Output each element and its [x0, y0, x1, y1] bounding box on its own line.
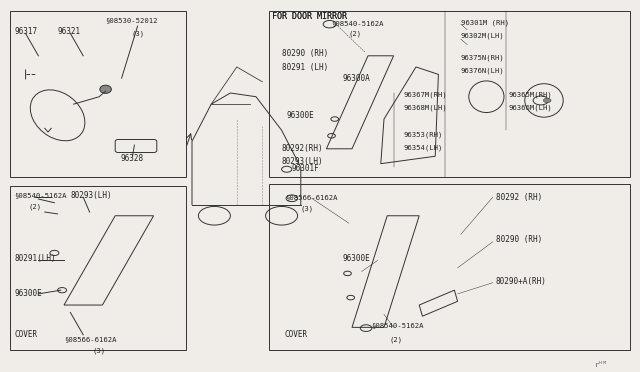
Text: 80292 (RH): 80292 (RH) [496, 193, 542, 202]
Text: COVER: COVER [285, 330, 308, 339]
Text: §08540-5162A: §08540-5162A [371, 323, 424, 328]
Text: 96300A: 96300A [342, 74, 370, 83]
Text: FOR DOOR MIRROR: FOR DOOR MIRROR [272, 12, 347, 21]
Text: 96366M(LH): 96366M(LH) [509, 105, 552, 111]
Text: 96368M(LH): 96368M(LH) [403, 105, 447, 111]
Bar [10, 11, 186, 177]
Text: 80291(LH): 80291(LH) [14, 254, 56, 263]
Text: 96301M (RH): 96301M (RH) [461, 19, 509, 26]
Text: §08566-6162A: §08566-6162A [285, 194, 337, 200]
Text: (2): (2) [389, 336, 403, 343]
Text: 80290 (RH): 80290 (RH) [282, 49, 328, 58]
Text: (3): (3) [131, 30, 145, 37]
Text: 96317: 96317 [15, 27, 38, 36]
Text: §08540-5162A: §08540-5162A [332, 20, 384, 26]
Text: 80291 (LH): 80291 (LH) [282, 63, 328, 72]
Text: 96300E: 96300E [14, 289, 42, 298]
Text: 96321: 96321 [58, 27, 81, 36]
Text: 96302M(LH): 96302M(LH) [461, 32, 504, 39]
Circle shape [543, 98, 551, 103]
Text: rᴴᴹ: rᴴᴹ [595, 362, 608, 368]
Bar [269, 184, 630, 350]
Text: 80293(LH): 80293(LH) [282, 157, 323, 166]
Text: (2): (2) [349, 31, 362, 38]
Bar [10, 186, 186, 350]
Bar [269, 11, 630, 177]
Text: 96353(RH): 96353(RH) [403, 131, 443, 138]
Text: §08530-52012: §08530-52012 [106, 17, 158, 23]
Text: (3): (3) [93, 347, 106, 354]
Ellipse shape [100, 85, 111, 93]
Text: (2): (2) [29, 203, 42, 210]
Text: 80292(RH): 80292(RH) [282, 144, 323, 153]
Text: (3): (3) [301, 205, 314, 212]
Text: 96354(LH): 96354(LH) [403, 144, 443, 151]
Text: 96365M(RH): 96365M(RH) [509, 92, 552, 98]
Text: 96375N(RH): 96375N(RH) [461, 54, 504, 61]
Text: 96367M(RH): 96367M(RH) [403, 92, 447, 98]
Text: COVER: COVER [14, 330, 37, 339]
Text: 80290 (RH): 80290 (RH) [496, 235, 542, 244]
Text: 96300E: 96300E [342, 254, 370, 263]
Text: 80293(LH): 80293(LH) [70, 191, 112, 200]
Text: FOR DOOR MIRROR: FOR DOOR MIRROR [272, 12, 347, 21]
Text: 96328: 96328 [120, 154, 143, 163]
Text: §08540-5162A: §08540-5162A [14, 192, 67, 198]
Text: 96301F: 96301F [291, 164, 319, 173]
Text: §08566-6162A: §08566-6162A [64, 336, 116, 342]
Text: 96300E: 96300E [287, 111, 314, 120]
Text: 80290+A(RH): 80290+A(RH) [496, 277, 547, 286]
Text: 96376N(LH): 96376N(LH) [461, 67, 504, 74]
